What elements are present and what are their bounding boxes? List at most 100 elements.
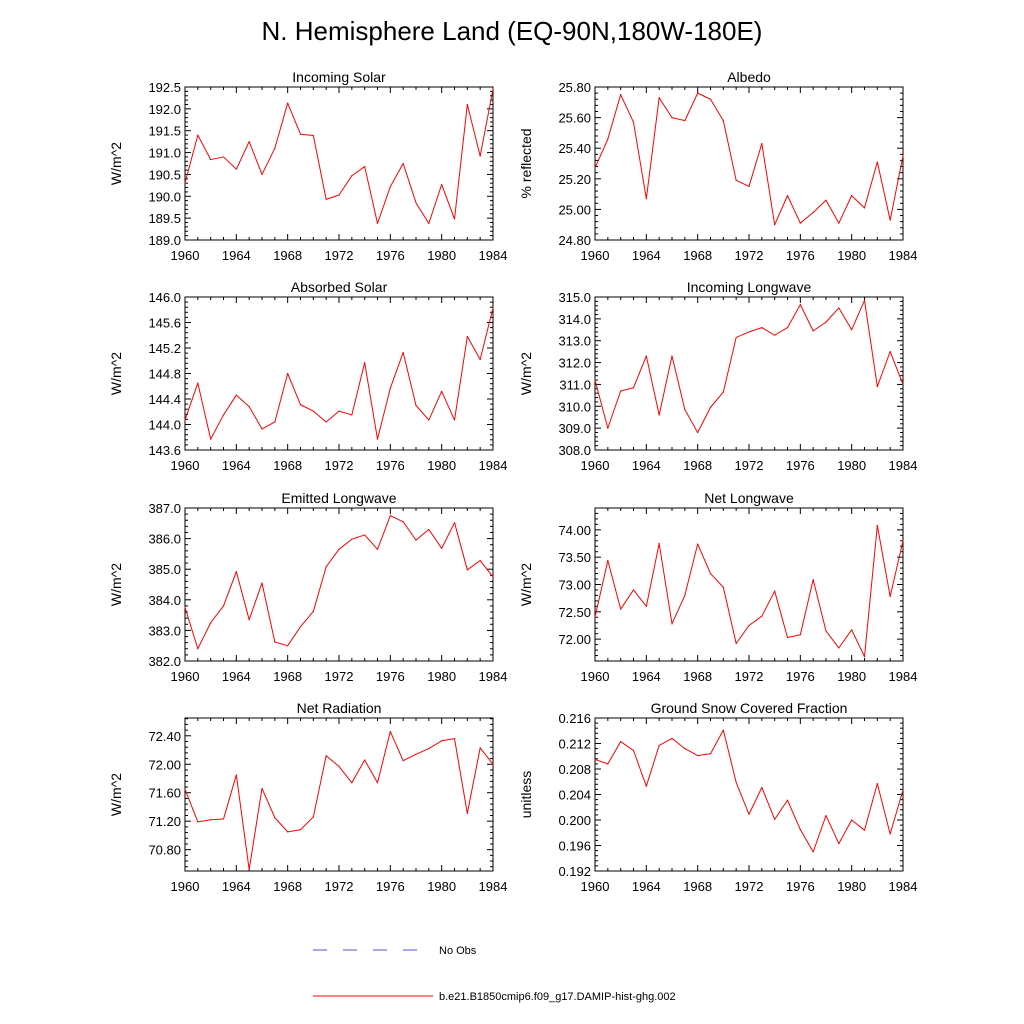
incoming-longwave-data-point: [671, 355, 673, 357]
net-radiation-data-point: [248, 868, 250, 871]
incoming-longwave-ytick-label: 312.0: [558, 356, 591, 371]
net-radiation-xtick-label: 1984: [479, 879, 508, 894]
incoming-solar-plot-frame: [184, 86, 494, 241]
albedo-data-point: [607, 138, 609, 140]
net-radiation-xtick-label: 1976: [376, 879, 405, 894]
albedo-ytick-label: 25.40: [558, 141, 591, 156]
incoming-solar-ytick-label: 190.5: [148, 167, 181, 182]
incoming-longwave-series-line: [594, 299, 904, 434]
albedo-data-point: [786, 195, 789, 197]
incoming-longwave-ytick-label: 310.0: [558, 399, 591, 414]
ground-snow-covered-fraction-ytick-label: 0.196: [558, 839, 591, 854]
ground-snow-covered-fraction-data-point: [851, 819, 853, 821]
absorbed-solar-data-point: [364, 362, 366, 364]
emitted-longwave-data-point: [235, 571, 237, 573]
incoming-longwave-data-point: [774, 334, 776, 336]
albedo-data-point: [671, 117, 673, 119]
incoming-longwave-title: Incoming Longwave: [687, 279, 812, 295]
ground-snow-covered-fraction-xtick-label: 1972: [735, 879, 764, 894]
net-longwave-data-point: [774, 590, 776, 592]
net-radiation-plot-frame: [184, 717, 494, 872]
albedo-data-point: [812, 211, 814, 214]
incoming-longwave-data-point: [786, 327, 789, 329]
absorbed-solar-plot-frame: [184, 296, 494, 451]
emitted-longwave-xtick-label: 1976: [376, 669, 405, 684]
albedo-xtick-label: 1980: [837, 248, 866, 263]
net-radiation-data-point: [466, 812, 468, 814]
net-longwave-xtick-label: 1960: [581, 669, 610, 684]
incoming-longwave-data-point: [697, 431, 699, 434]
net-radiation-ytick-label: 72.40: [148, 729, 181, 744]
incoming-longwave-data-point: [876, 386, 878, 388]
net-radiation-ylabel: W/m^2: [108, 773, 124, 816]
absorbed-solar-data-point: [261, 428, 263, 430]
emitted-longwave-data-point: [479, 560, 481, 562]
net-longwave-ytick-label: 72.50: [558, 605, 591, 620]
absorbed-solar-data-point: [492, 307, 494, 309]
emitted-longwave-ylabel: W/m^2: [108, 563, 124, 606]
emitted-longwave-xtick-label: 1972: [325, 669, 354, 684]
ground-snow-covered-fraction-data-point: [825, 814, 827, 817]
net-radiation-data-point: [287, 831, 289, 833]
net-radiation-data-point: [415, 753, 417, 755]
incoming-solar-data-point: [389, 186, 391, 188]
ground-snow-covered-fraction-data-point: [684, 748, 686, 750]
ground-snow-covered-fraction-data-point: [594, 758, 596, 761]
net-longwave-xtick-label: 1980: [837, 669, 866, 684]
ground-snow-covered-fraction-data-point: [863, 829, 866, 831]
emitted-longwave-data-point: [364, 534, 366, 536]
incoming-solar-data-point: [364, 165, 366, 168]
absorbed-solar-title: Absorbed Solar: [291, 279, 388, 295]
net-longwave-data-point: [889, 595, 891, 598]
albedo-data-point: [632, 121, 635, 123]
absorbed-solar-data-point: [299, 404, 302, 406]
incoming-solar-title: Incoming Solar: [292, 69, 386, 85]
incoming-solar-data-point: [479, 155, 481, 157]
incoming-longwave-xtick-label: 1980: [837, 458, 866, 473]
absorbed-solar-data-point: [248, 406, 250, 408]
net-radiation-ytick-label: 72.00: [148, 757, 181, 772]
albedo-data-point: [799, 222, 801, 224]
incoming-longwave-data-point: [607, 427, 609, 429]
emitted-longwave-data-point: [184, 606, 186, 609]
emitted-longwave-ytick-label: 384.0: [148, 593, 181, 608]
ground-snow-covered-fraction-data-point: [620, 740, 622, 743]
incoming-solar-ytick-label: 192.0: [148, 102, 181, 117]
ground-snow-covered-fraction-data-point: [709, 753, 712, 755]
absorbed-solar-data-point: [453, 419, 456, 421]
net-longwave-data-point: [761, 615, 763, 617]
incoming-solar-data-point: [299, 133, 302, 135]
emitted-longwave-data-point: [274, 641, 276, 643]
albedo-ytick-label: 25.00: [558, 202, 591, 217]
net-longwave-title: Net Longwave: [704, 490, 794, 506]
absorbed-solar-series-line: [184, 307, 494, 440]
incoming-longwave-xtick-label: 1960: [581, 458, 610, 473]
incoming-longwave-data-point: [761, 327, 763, 329]
net-longwave-data-point: [620, 608, 622, 610]
incoming-solar-data-point: [274, 147, 276, 149]
emitted-longwave-data-point: [338, 548, 340, 550]
ground-snow-covered-fraction-data-point: [645, 785, 647, 787]
net-longwave-xtick-label: 1968: [683, 669, 712, 684]
net-longwave-data-point: [594, 616, 596, 618]
incoming-longwave-data-point: [838, 307, 840, 309]
net-radiation-data-point: [364, 759, 366, 761]
absorbed-solar-data-point: [441, 390, 443, 392]
net-longwave-data-point: [632, 589, 635, 591]
absorbed-solar-ytick-label: 146.0: [148, 290, 181, 305]
incoming-longwave-data-point: [748, 331, 750, 333]
absorbed-solar-data-point: [235, 394, 237, 396]
incoming-longwave-ytick-label: 309.0: [558, 421, 591, 436]
incoming-longwave-data-point: [799, 304, 801, 306]
emitted-longwave-data-point: [210, 622, 212, 624]
net-longwave-data-point: [902, 540, 904, 542]
ground-snow-covered-fraction-data-point: [697, 755, 699, 757]
absorbed-solar-data-point: [184, 419, 186, 421]
ground-snow-covered-fraction-data-point: [671, 737, 673, 740]
emitted-longwave-data-point: [299, 626, 302, 628]
incoming-solar-data-point: [197, 134, 199, 136]
incoming-solar-data-point: [466, 103, 468, 106]
incoming-longwave-data-point: [658, 414, 660, 416]
net-longwave-data-point: [748, 624, 750, 627]
incoming-longwave-data-point: [735, 336, 737, 339]
